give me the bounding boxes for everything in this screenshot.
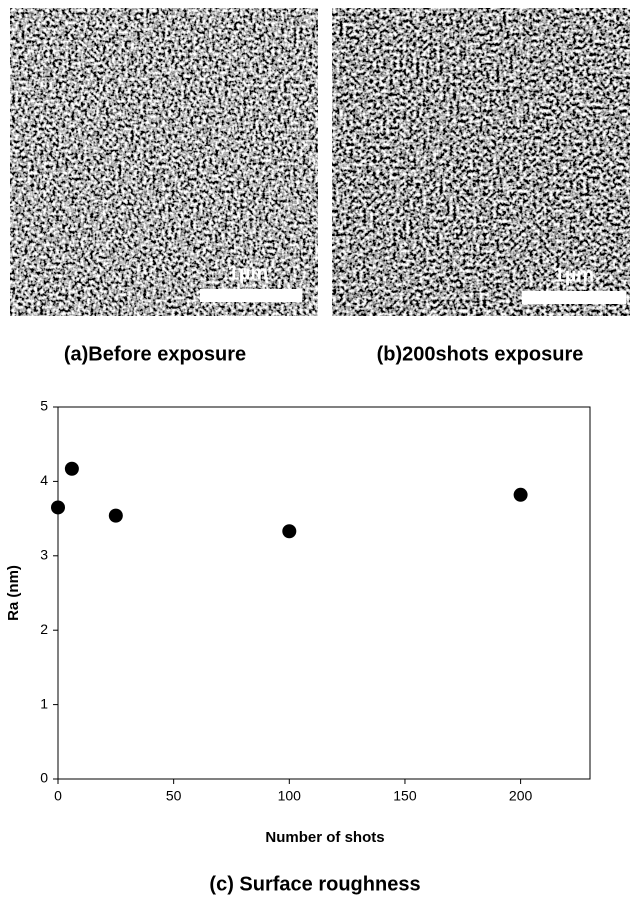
chart-caption: (c) Surface roughness <box>209 873 420 895</box>
data-point <box>108 508 123 523</box>
y-tick-label: 1 <box>40 695 48 711</box>
scale-bar <box>522 291 626 304</box>
y-axis-label: Ra (nm) <box>5 565 22 621</box>
scale-label: 1µm <box>228 262 268 284</box>
x-axis-label: Number of shots <box>265 829 384 846</box>
data-point <box>64 461 79 476</box>
image-caption: (b)200shots exposure <box>377 343 584 365</box>
data-point <box>282 524 297 539</box>
data-point <box>51 500 65 515</box>
afm-image <box>10 8 318 316</box>
x-tick-label: 50 <box>166 788 182 804</box>
image-caption: (a)Before exposure <box>64 343 246 365</box>
x-tick-label: 200 <box>509 788 533 804</box>
y-tick-label: 5 <box>40 398 48 414</box>
y-tick-label: 2 <box>40 621 48 637</box>
data-point <box>513 487 528 502</box>
x-tick-label: 0 <box>54 788 62 804</box>
y-tick-label: 3 <box>40 547 48 563</box>
scale-bar <box>200 289 302 302</box>
y-tick-label: 4 <box>40 472 48 488</box>
x-tick-label: 150 <box>393 788 417 804</box>
afm-image <box>332 8 630 316</box>
scale-label: 1µm <box>554 264 594 286</box>
y-tick-label: 0 <box>40 770 48 786</box>
plot-frame <box>57 406 591 780</box>
x-tick-label: 100 <box>278 788 302 804</box>
